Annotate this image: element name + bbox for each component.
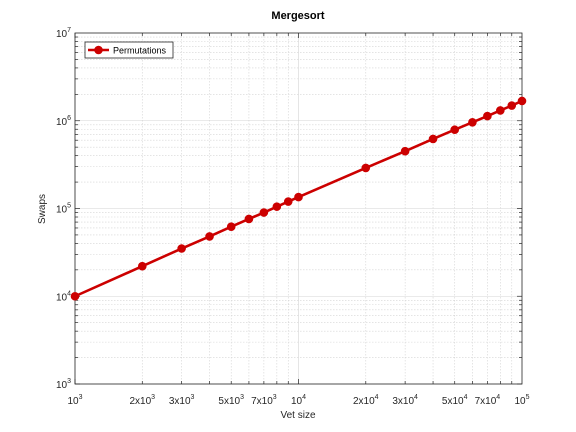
data-point (294, 192, 303, 202)
data-point (137, 261, 147, 271)
y-tick-label: 107 (56, 27, 71, 40)
data-point (483, 111, 492, 121)
data-point (517, 96, 527, 106)
data-point (450, 125, 460, 135)
y-tick-label: 105 (56, 203, 71, 216)
legend-box (84, 41, 174, 59)
legend-entry-permutations: Permutations (113, 46, 167, 56)
data-point (177, 244, 186, 253)
x-tick-label: 3x103 (169, 394, 195, 407)
y-tick-label: 103 (56, 378, 71, 391)
data-point (400, 146, 410, 156)
y-tick-label: 104 (56, 290, 71, 303)
data-point (283, 197, 293, 206)
chart-title: Mergesort (271, 10, 325, 22)
data-point (272, 202, 282, 211)
y-axis-label: Swaps (37, 194, 48, 224)
data-point (507, 101, 517, 110)
x-tick-label: 7x103 (251, 394, 277, 407)
data-point (468, 118, 477, 127)
data-point (244, 214, 254, 224)
y-tick-labels: 103 104 105 106 107 (56, 27, 71, 391)
x-tick-label: 2x103 (129, 394, 155, 407)
legend-marker (94, 45, 103, 55)
x-tick-label: 103 (67, 394, 82, 407)
data-point (226, 222, 236, 232)
x-tick-label: 105 (514, 394, 529, 407)
legend: Permutations (84, 41, 174, 59)
tick-marks (74, 33, 522, 385)
x-axis-label: Vet size (280, 410, 315, 421)
grid-lines (74, 33, 522, 385)
y-tick-label: 106 (56, 115, 71, 128)
data-point (428, 134, 438, 144)
x-tick-label: 3x104 (392, 394, 418, 407)
x-tick-label: 5x103 (218, 394, 244, 407)
data-point (205, 232, 214, 241)
x-tick-label: 7x104 (475, 394, 501, 407)
x-tick-label: 5x104 (442, 394, 468, 407)
x-tick-label: 104 (291, 394, 306, 407)
data-point (70, 291, 80, 301)
series-group (70, 96, 527, 301)
x-tick-labels: 103 2x103 3x103 5x103 7x103 104 2x104 3x104 5x10… (67, 394, 529, 407)
x-tick-label: 2x104 (353, 394, 379, 407)
data-point (496, 106, 505, 115)
data-point (361, 163, 371, 173)
data-point (259, 208, 269, 217)
